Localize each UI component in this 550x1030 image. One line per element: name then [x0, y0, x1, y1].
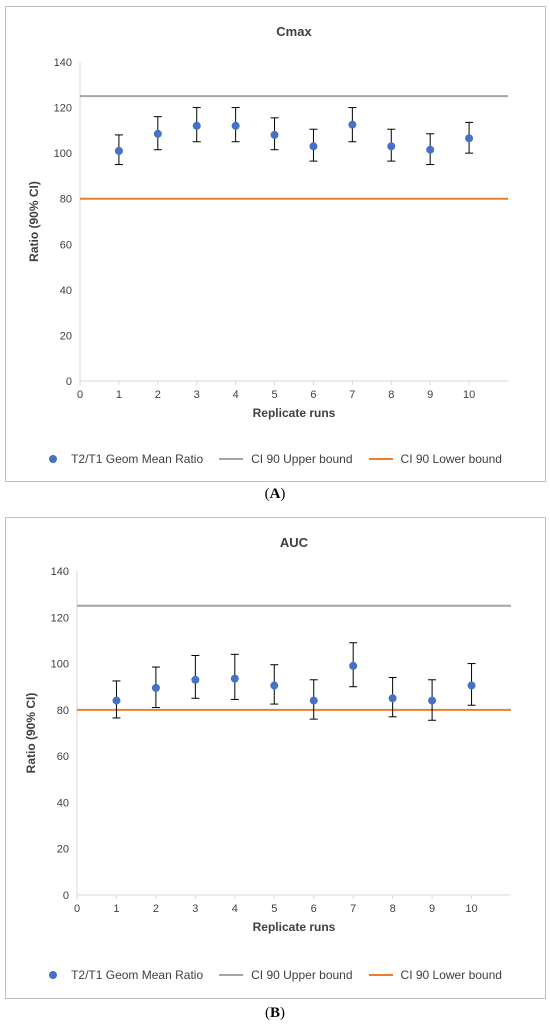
y-tick-label: 120: [51, 612, 69, 624]
y-tick-label: 0: [66, 376, 72, 388]
x-axis-label: Replicate runs: [253, 920, 336, 934]
data-point: [349, 661, 358, 670]
y-tick-label: 140: [51, 566, 69, 578]
data-point: [426, 145, 435, 154]
chart-title: AUC: [280, 535, 309, 550]
legend-marker-ratio: [49, 971, 58, 979]
data-point: [112, 696, 121, 705]
chart-legend: T2/T1 Geom Mean Ratio CI 90 Upper bound …: [6, 968, 545, 982]
x-tick-label: 6: [311, 903, 317, 915]
legend-label-lower: CI 90 Lower bound: [400, 452, 502, 466]
y-tick-label: 40: [57, 797, 69, 809]
data-point: [270, 681, 279, 690]
x-tick-label: 0: [77, 389, 83, 401]
data-point: [230, 674, 239, 683]
panel-caption-letter-b: B: [269, 1005, 280, 1021]
legend-item-ratio: T2/T1 Geom Mean Ratio: [49, 452, 203, 466]
y-tick-label: 80: [57, 705, 69, 717]
legend-item-lower: CI 90 Lower bound: [368, 452, 502, 466]
legend-marker-lower: [368, 974, 393, 976]
x-tick-label: 0: [74, 903, 80, 915]
data-point: [114, 146, 123, 155]
x-tick-label: 1: [116, 389, 122, 401]
chart-panel-auc: AUC 0 20 40 60 80 100 120 140 0 1 2 3 4 5 6 7 8 9 10 Replica…: [5, 517, 546, 999]
data-point: [151, 683, 160, 692]
x-tick-label: 5: [271, 389, 277, 401]
x-tick-label: 10: [463, 389, 475, 401]
y-tick-label: 0: [63, 890, 69, 902]
chart-auc: AUC 0 20 40 60 80 100 120 140 0 1 2 3 4 5 6 7 8 9 10 Replica…: [24, 535, 511, 934]
x-tick-label: 2: [155, 389, 161, 401]
data-point: [428, 696, 437, 705]
legend-marker-upper: [219, 974, 244, 976]
x-tick-label: 5: [271, 903, 277, 915]
data-point: [348, 120, 357, 129]
y-tick-label: 60: [57, 751, 69, 763]
legend-label-lower: CI 90 Lower bound: [400, 968, 502, 982]
chart-panel-cmax: Cmax 0 20 40 60 80 100 120 140 0 1 2 3 4 5 6 7 8 9 10 Replic…: [5, 6, 546, 482]
y-tick-label: 140: [54, 57, 72, 69]
x-tick-label: 8: [388, 389, 394, 401]
x-tick-label: 6: [310, 389, 316, 401]
chart-title: Cmax: [276, 24, 312, 39]
y-tick-label: 20: [60, 330, 72, 342]
legend-item-upper: CI 90 Upper bound: [219, 452, 353, 466]
legend-label-upper: CI 90 Upper bound: [251, 968, 353, 982]
panel-caption-a: (A): [264, 486, 286, 502]
legend-item-ratio: T2/T1 Geom Mean Ratio: [49, 968, 203, 982]
x-tick-label: 4: [233, 389, 239, 401]
data-point: [270, 130, 279, 139]
y-tick-label: 120: [54, 103, 72, 115]
legend-label-ratio: T2/T1 Geom Mean Ratio: [71, 968, 204, 982]
x-tick-label: 4: [232, 903, 238, 915]
x-tick-label: 3: [192, 903, 198, 915]
legend-marker-upper: [219, 458, 244, 460]
data-point: [153, 129, 162, 138]
x-tick-label: 9: [429, 903, 435, 915]
x-tick-label: 10: [465, 903, 477, 915]
data-point: [309, 696, 318, 705]
data-point: [231, 121, 240, 130]
chart-cmax: Cmax 0 20 40 60 80 100 120 140 0 1 2 3 4 5 6 7 8 9 10 Replic…: [27, 24, 508, 420]
legend-item-lower: CI 90 Lower bound: [368, 968, 502, 982]
data-point: [192, 121, 201, 130]
y-axis-label: Ratio (90% CI): [27, 181, 41, 262]
x-tick-label: 3: [194, 389, 200, 401]
x-tick-label: 9: [427, 389, 433, 401]
data-point: [387, 142, 396, 151]
data-point: [465, 134, 474, 143]
legend-marker-ratio: [49, 455, 58, 463]
legend-marker-lower: [368, 458, 393, 460]
x-tick-label: 8: [390, 903, 396, 915]
legend-label-upper: CI 90 Upper bound: [251, 452, 353, 466]
panel-caption-letter-a: A: [269, 486, 281, 502]
x-tick-label: 2: [153, 903, 159, 915]
legend-label-ratio: T2/T1 Geom Mean Ratio: [71, 452, 204, 466]
data-point: [388, 694, 397, 703]
x-tick-label: 7: [349, 389, 355, 401]
data-point: [191, 675, 200, 684]
y-tick-label: 100: [51, 659, 69, 671]
y-tick-label: 100: [54, 148, 72, 160]
legend-item-upper: CI 90 Upper bound: [219, 968, 353, 982]
x-tick-label: 1: [113, 903, 119, 915]
chart-legend: T2/T1 Geom Mean Ratio CI 90 Upper bound …: [6, 452, 545, 466]
x-tick-label: 7: [350, 903, 356, 915]
data-point: [309, 142, 318, 151]
x-axis-label: Replicate runs: [253, 406, 336, 420]
y-tick-label: 80: [60, 194, 72, 206]
y-tick-label: 60: [60, 239, 72, 251]
y-tick-label: 20: [57, 844, 69, 856]
y-axis-label: Ratio (90% CI): [24, 693, 38, 774]
y-tick-label: 40: [60, 285, 72, 297]
panel-caption-b: (B): [264, 1005, 285, 1021]
data-point: [467, 681, 476, 690]
